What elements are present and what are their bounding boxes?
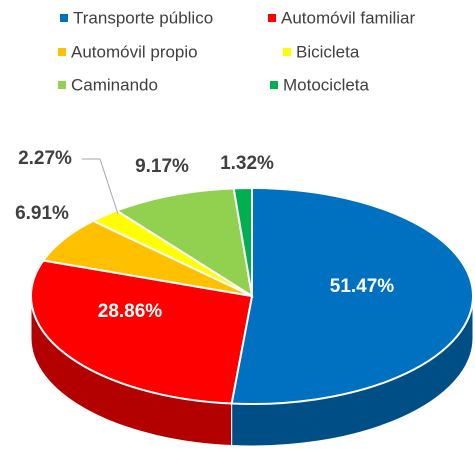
data-label: 9.17% <box>135 156 189 177</box>
data-label: 2.27% <box>18 148 72 169</box>
leader-line <box>82 158 119 215</box>
slice <box>30 259 254 405</box>
slice <box>114 187 254 299</box>
slice <box>230 186 474 405</box>
legend-label: Transporte público <box>73 8 213 27</box>
legend-marker <box>58 81 66 89</box>
data-label: 1.32% <box>220 153 274 174</box>
legend-marker <box>268 14 276 22</box>
legend-label: Automóvil propio <box>71 42 198 61</box>
legend-label: Automóvil familiar <box>281 8 415 27</box>
legend-marker <box>58 48 66 56</box>
legend-label: Bicicleta <box>296 42 360 61</box>
legend-label: Caminando <box>71 75 158 94</box>
legend-marker <box>283 48 291 56</box>
legend-label: Motocicleta <box>283 75 370 94</box>
legend-marker <box>270 81 278 89</box>
data-label: 51.47% <box>330 276 395 297</box>
data-label: 28.86% <box>98 301 163 322</box>
slice <box>232 186 253 297</box>
data-label: 6.91% <box>15 203 69 224</box>
legend-marker <box>60 14 68 22</box>
